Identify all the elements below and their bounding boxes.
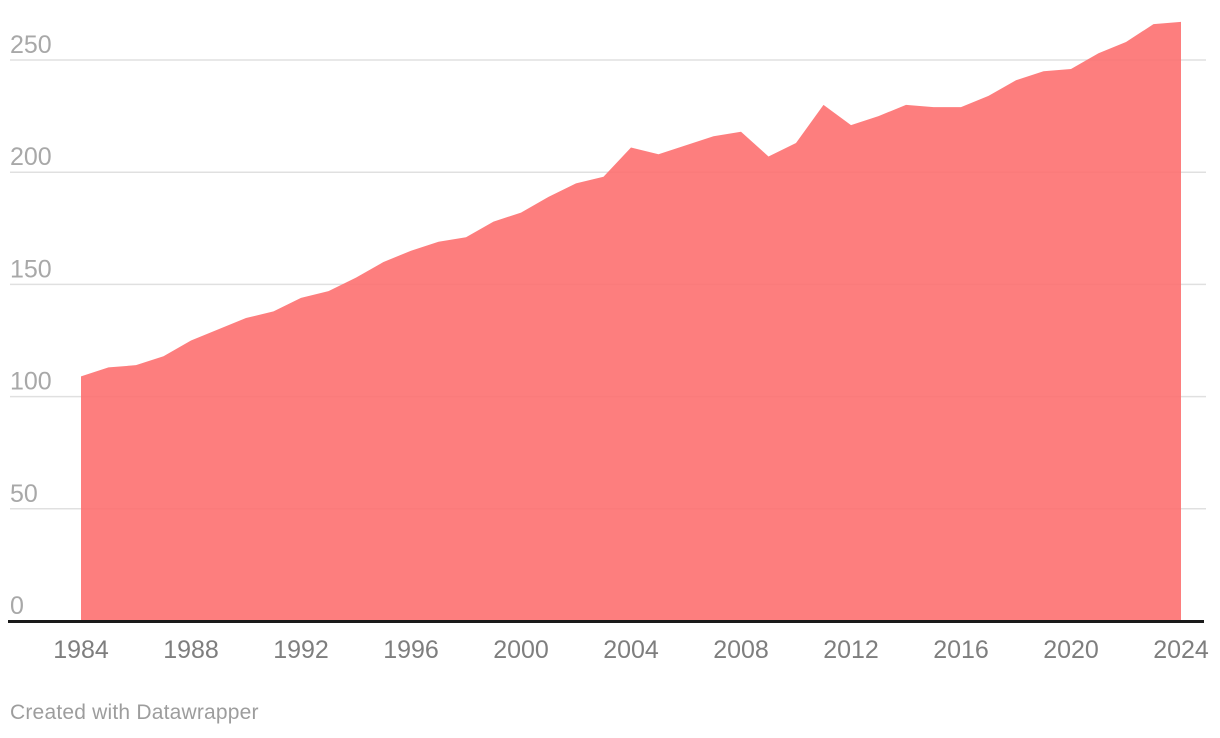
datawrapper-credit: Created with Datawrapper bbox=[10, 701, 259, 724]
x-tick-label: 2008 bbox=[713, 636, 769, 664]
x-tick-label: 2012 bbox=[823, 636, 879, 664]
x-tick-label: 2004 bbox=[603, 636, 659, 664]
x-tick-label: 1988 bbox=[163, 636, 219, 664]
y-tick-label: 0 bbox=[10, 592, 24, 620]
x-axis-line bbox=[8, 620, 1204, 623]
x-tick-label: 2016 bbox=[933, 636, 989, 664]
x-tick-label: 1996 bbox=[383, 636, 439, 664]
x-axis-labels: 1984 1988 1992 1996 2000 2004 2008 2012 2016 2020… bbox=[53, 636, 1209, 664]
y-tick-label: 150 bbox=[10, 255, 52, 283]
y-tick-label: 250 bbox=[10, 31, 52, 59]
x-tick-label: 2024 bbox=[1153, 636, 1209, 664]
x-tick-label: 2000 bbox=[493, 636, 549, 664]
area-series bbox=[81, 21, 1181, 623]
y-axis-labels: 0 50 100 150 200 250 bbox=[10, 31, 52, 620]
x-tick-label: 1984 bbox=[53, 636, 109, 664]
y-tick-label: 200 bbox=[10, 143, 52, 171]
x-tick-label: 1992 bbox=[273, 636, 329, 664]
x-tick-label: 2020 bbox=[1043, 636, 1099, 664]
y-tick-label: 100 bbox=[10, 368, 52, 396]
y-tick-label: 50 bbox=[10, 480, 38, 508]
